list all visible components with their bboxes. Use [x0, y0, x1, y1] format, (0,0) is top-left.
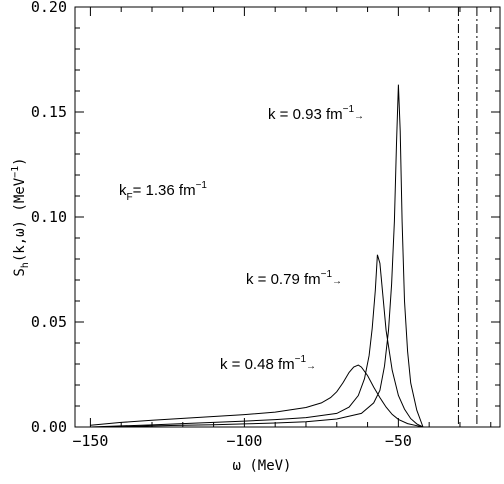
y-axis-label: Sh(k,ω) (MeV−1) — [10, 157, 31, 276]
series-line-k-093 — [90, 84, 424, 428]
series-line-k-048 — [90, 364, 424, 428]
y-tick-label: 0.05 — [31, 313, 67, 331]
series-group — [90, 84, 424, 428]
fermi-momentum-label: kF= 1.36 fm−1 — [119, 180, 207, 203]
x-tick-label: −100 — [226, 432, 262, 450]
threshold-lines — [457, 7, 478, 427]
x-tick-label: −50 — [385, 432, 412, 450]
tick-group: 0.00 0.05 0.10 0.15 0.20 −150 −100 −50 — [31, 0, 500, 450]
x-tick-label: −150 — [72, 432, 108, 450]
y-tick-label: 0.20 — [31, 0, 67, 16]
label-k-093: k = 0.93 fm−1→ — [268, 104, 364, 123]
label-k-079: k = 0.79 fm−1→ — [246, 269, 342, 288]
y-tick-label: 0.15 — [31, 103, 67, 121]
x-axis-label: ω (MeV) — [232, 458, 291, 474]
y-tick-label: 0.10 — [31, 208, 67, 226]
label-k-048: k = 0.48 fm−1→ — [220, 354, 316, 373]
y-tick-label: 0.00 — [31, 418, 67, 436]
